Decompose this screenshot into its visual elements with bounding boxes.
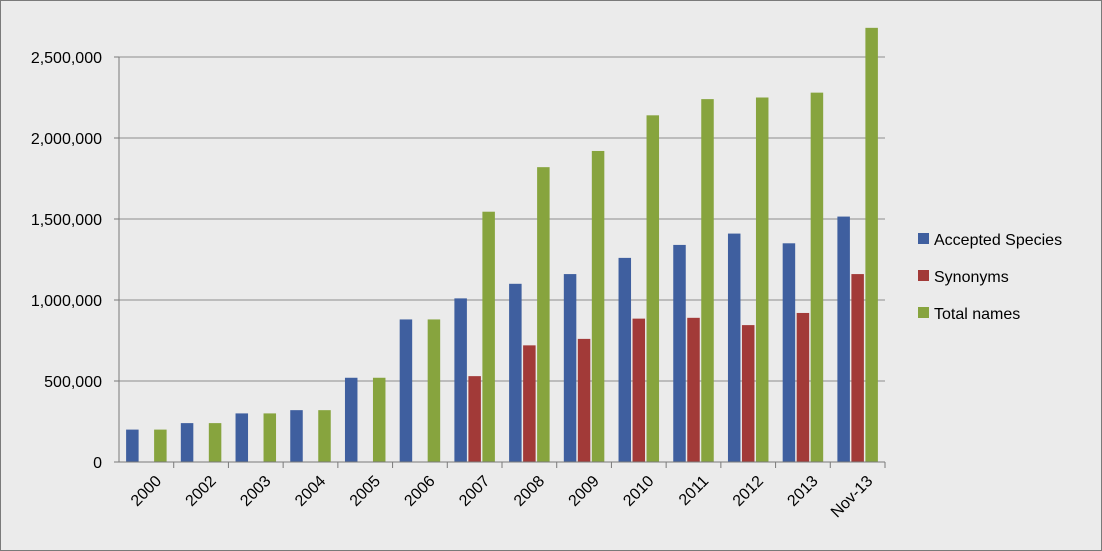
bar-accepted-species <box>180 423 194 462</box>
bar-total-names <box>263 413 277 462</box>
y-tick-label: 500,000 <box>44 374 102 391</box>
legend-label: Accepted Species <box>934 232 1062 249</box>
bar-accepted-species <box>235 413 249 462</box>
bar-total-names <box>755 97 769 462</box>
bar-accepted-species <box>454 298 467 462</box>
bar-total-names <box>591 150 605 462</box>
bar-accepted-species <box>837 216 850 462</box>
x-tick-label: 2013 <box>784 473 821 510</box>
bar-synonyms <box>632 318 646 462</box>
legend-item: Synonyms <box>918 269 1009 286</box>
bar-total-names <box>701 99 714 463</box>
y-axis-tick-labels: 0 500,000 1,000,000 1,500,000 2,000,000 2,500… <box>31 50 102 472</box>
legend: Accepted Species Synonyms Total names <box>918 232 1062 323</box>
x-tick-label: 2000 <box>128 473 165 510</box>
bar-total-names <box>865 27 878 463</box>
legend-swatch <box>918 307 929 318</box>
bar-accepted-species <box>618 257 632 462</box>
bar-total-names <box>482 211 495 462</box>
bar-total-names <box>154 429 167 462</box>
bar-total-names <box>318 410 331 462</box>
bar-total-names <box>372 377 386 462</box>
legend-swatch <box>918 233 929 244</box>
bar-accepted-species <box>727 233 741 462</box>
axes <box>114 56 886 468</box>
x-tick-label: 2005 <box>347 473 384 510</box>
x-tick-label: 2002 <box>183 473 220 510</box>
legend-item: Accepted Species <box>918 232 1062 249</box>
x-tick-label: 2010 <box>620 473 657 510</box>
gridlines <box>119 56 885 382</box>
bar-synonyms <box>687 317 700 462</box>
bar-total-names <box>537 167 550 462</box>
x-tick-label: 2006 <box>401 473 438 510</box>
x-axis-tick-labels: 2000 2002 2003 2004 2005 2006 2007 2008 2009 2010… <box>128 473 877 522</box>
bar-accepted-species <box>344 377 358 462</box>
y-tick-label: 1,000,000 <box>31 293 102 310</box>
x-tick-label: 2008 <box>511 473 548 510</box>
bar-accepted-species <box>673 244 686 462</box>
y-tick-label: 2,000,000 <box>31 131 102 148</box>
bar-total-names <box>646 115 660 462</box>
x-tick-label: 2007 <box>456 473 493 510</box>
bar-accepted-species <box>509 283 522 462</box>
bar-accepted-species <box>782 243 796 462</box>
x-tick-label: 2009 <box>566 473 603 510</box>
bar-synonyms <box>741 325 755 462</box>
legend-label: Total names <box>934 306 1020 323</box>
bars <box>126 27 878 463</box>
bar-synonyms <box>468 376 481 462</box>
x-tick-label: Nov-13 <box>828 473 877 522</box>
x-tick-label: 2012 <box>730 473 767 510</box>
bar-accepted-species <box>399 319 413 462</box>
bar-synonyms <box>796 312 810 462</box>
bar-accepted-species <box>563 274 577 462</box>
legend-swatch <box>918 270 929 281</box>
bar-total-names <box>208 423 222 462</box>
x-tick-label: 2003 <box>237 473 274 510</box>
legend-item: Total names <box>918 306 1020 323</box>
x-tick-label: 2011 <box>676 473 712 509</box>
bar-total-names <box>427 319 441 462</box>
bar-total-names <box>810 92 824 462</box>
legend-label: Synonyms <box>934 269 1009 286</box>
bar-accepted-species <box>126 429 139 462</box>
y-tick-label: 1,500,000 <box>31 212 102 229</box>
x-tick-label: 2004 <box>292 473 329 510</box>
bar-accepted-species <box>290 410 303 462</box>
bar-synonyms <box>523 345 536 462</box>
y-tick-label: 0 <box>93 455 102 472</box>
y-tick-label: 2,500,000 <box>31 50 102 67</box>
bar-synonyms <box>851 274 864 462</box>
bar-synonyms <box>577 338 591 462</box>
